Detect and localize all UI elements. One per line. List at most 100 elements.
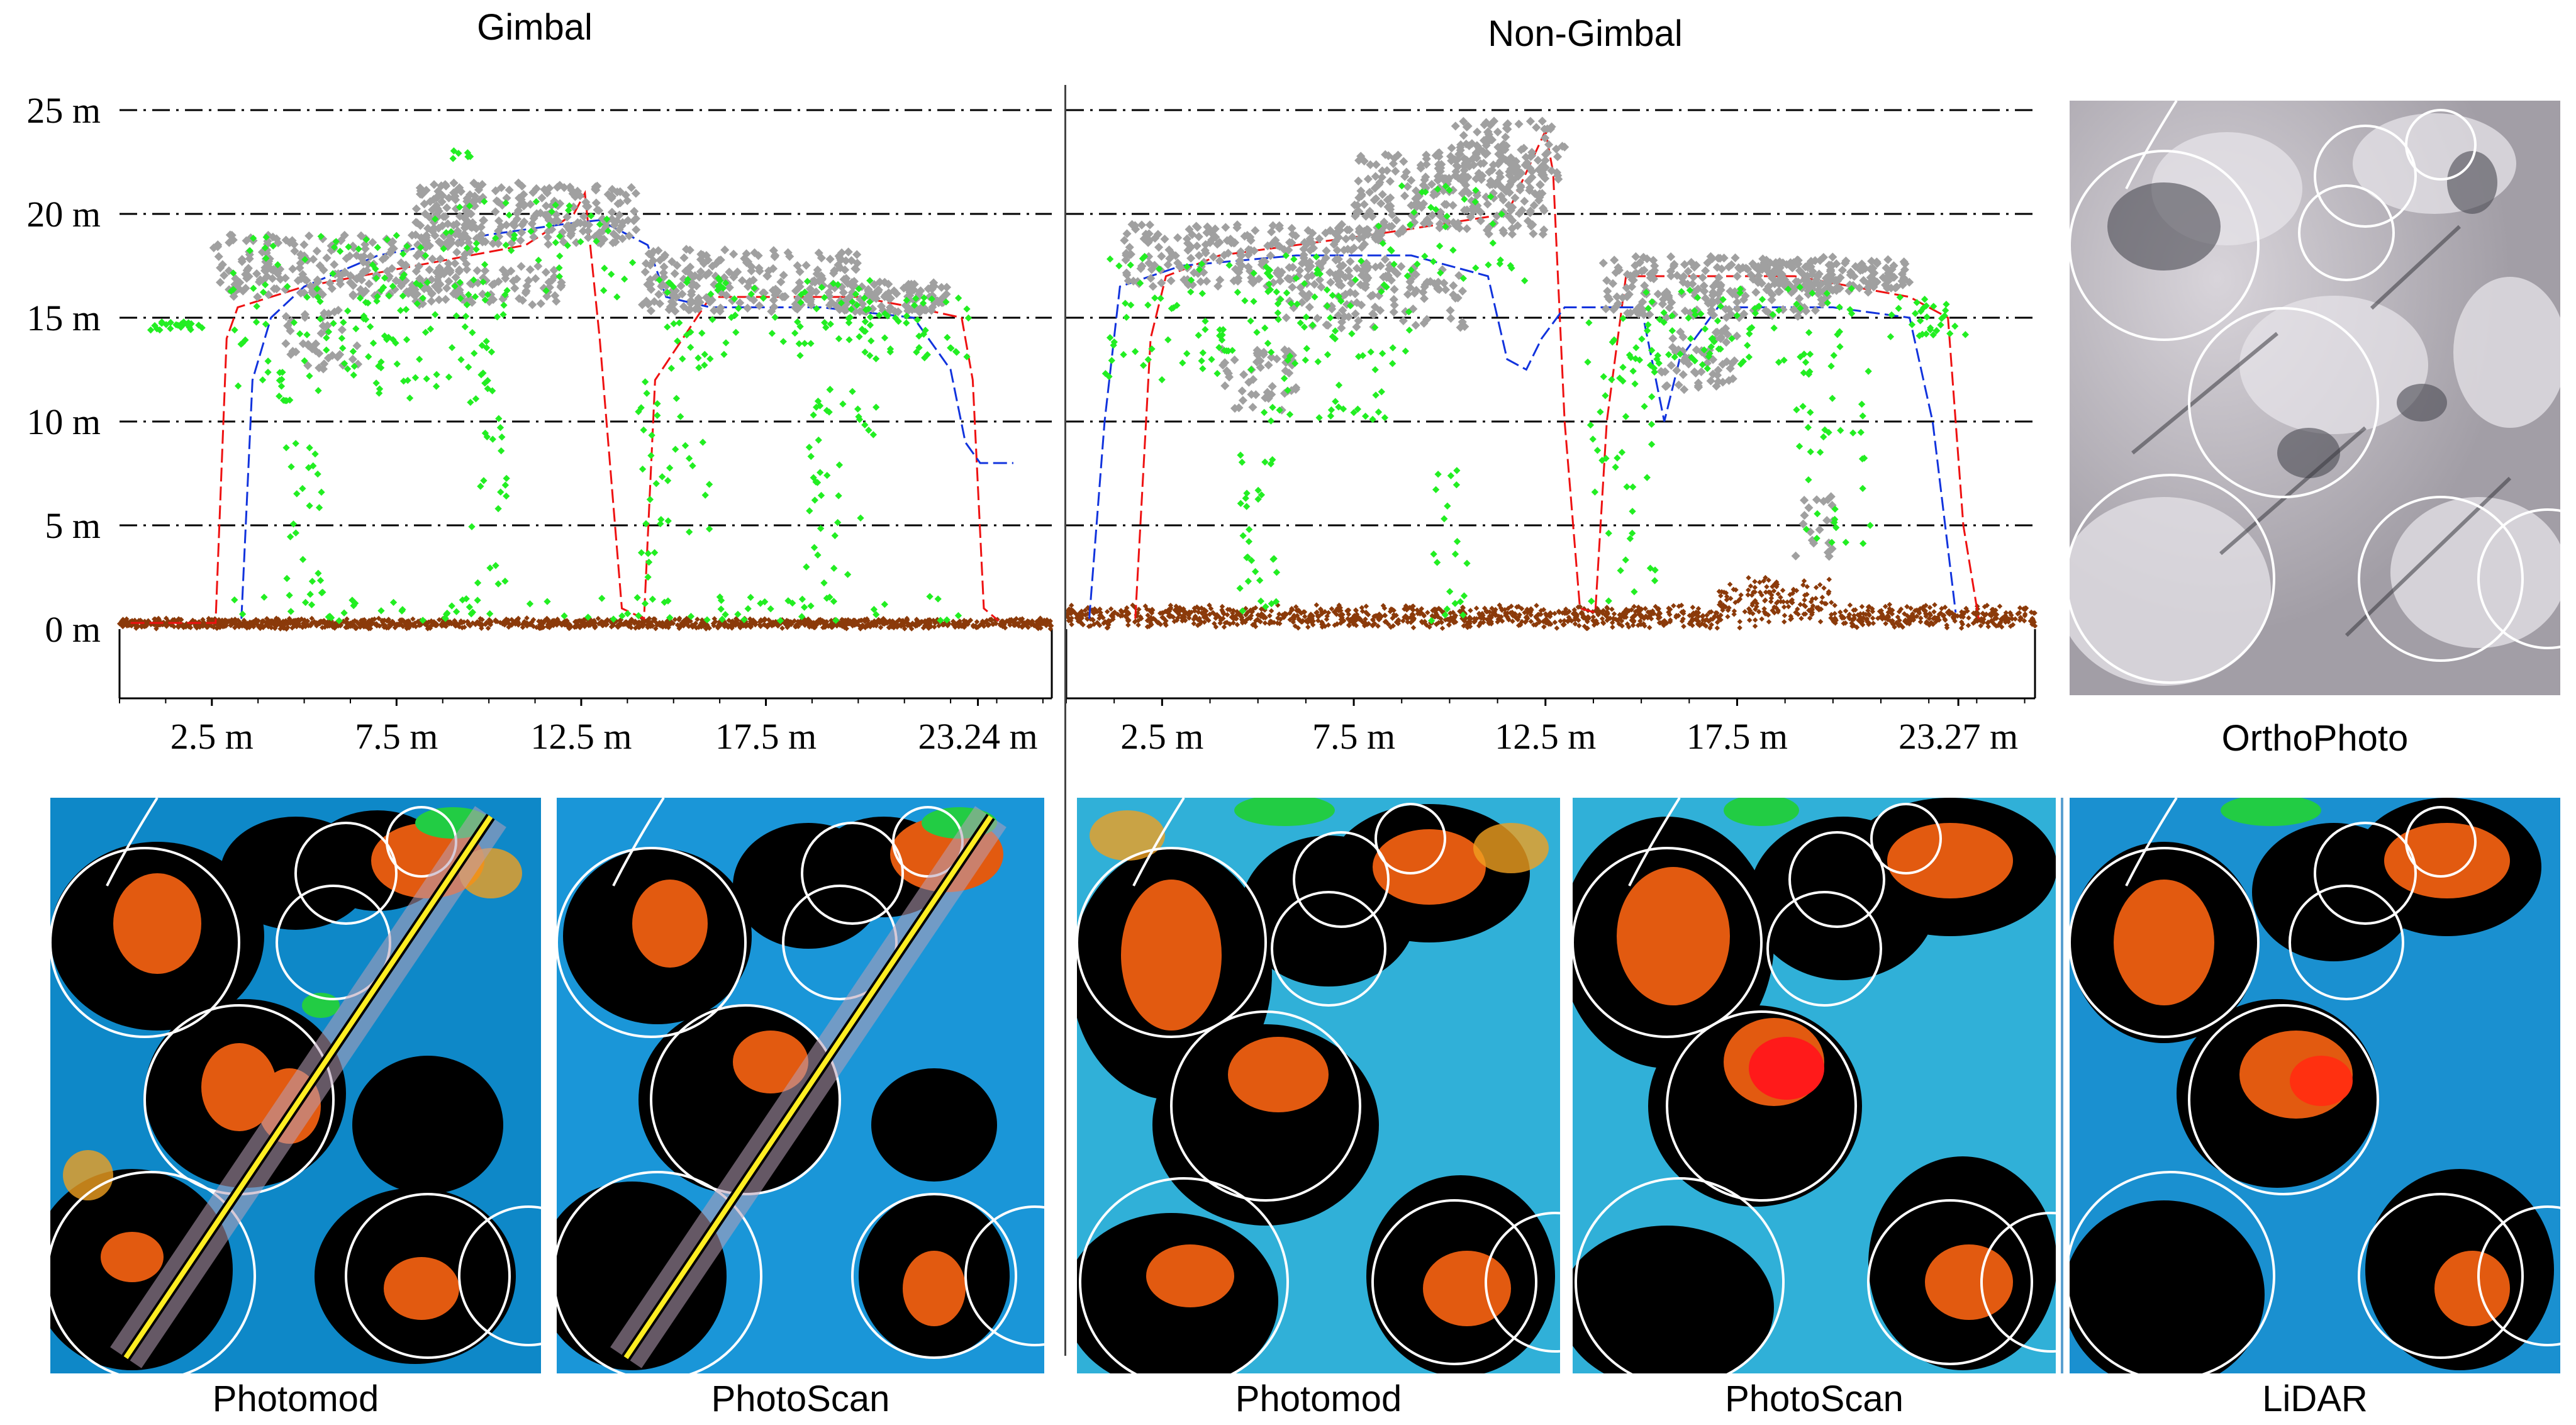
ground-point [1761, 606, 1767, 612]
ground-point [762, 616, 767, 622]
green-point [694, 354, 702, 362]
green-point [866, 313, 874, 321]
group-divider [1064, 85, 1066, 1356]
green-point [423, 375, 430, 383]
green-point [810, 544, 818, 551]
gray-point [516, 262, 526, 271]
green-point [377, 607, 385, 615]
ground-point [1781, 619, 1787, 625]
green-point [283, 574, 291, 583]
ground-point [1104, 609, 1110, 615]
ground-point [291, 623, 298, 629]
ground-point [812, 625, 818, 630]
green-point [744, 605, 752, 613]
green-point [807, 602, 815, 610]
ground-point [575, 618, 581, 624]
green-point [452, 608, 460, 615]
green-point [338, 335, 346, 342]
ground-point [733, 616, 739, 622]
ground-point [1000, 618, 1006, 624]
ground-point [497, 620, 503, 625]
green-point [963, 305, 971, 313]
green-point [732, 328, 740, 336]
gray-point [1194, 232, 1203, 242]
green-point [830, 564, 838, 572]
green-point [648, 432, 655, 439]
gray-point [1221, 223, 1230, 232]
gray-point [1520, 196, 1529, 206]
ground-point [1268, 608, 1274, 614]
ground-point [1219, 603, 1225, 610]
ground-point [1468, 608, 1473, 613]
gray-point [1529, 229, 1538, 238]
ground-point [653, 625, 659, 632]
ground-point [699, 617, 705, 623]
ground-point [1737, 618, 1743, 625]
gray-point [1267, 227, 1276, 237]
ground-point [807, 622, 813, 629]
ground-point [886, 624, 893, 630]
green-point [861, 421, 869, 429]
ground-point [953, 621, 959, 627]
ground-point [636, 624, 642, 630]
ground-point [520, 624, 526, 630]
ground-point [758, 617, 764, 623]
green-point [231, 596, 238, 604]
ground-point [177, 622, 184, 629]
ground-point [588, 621, 594, 627]
ground-point [1646, 625, 1653, 630]
green-point [469, 329, 476, 337]
green-point [835, 492, 842, 500]
ground-point [1965, 622, 1971, 629]
green-point [314, 470, 321, 478]
gray-point [754, 301, 764, 310]
green-point [817, 491, 825, 500]
green-point [340, 609, 348, 617]
ground-point [319, 618, 325, 624]
gray-point [640, 267, 650, 277]
green-point [944, 333, 951, 342]
ground-point [309, 615, 315, 622]
ground-point [348, 623, 354, 629]
ground-point [842, 622, 849, 627]
ground-point [1221, 624, 1227, 630]
ground-point [1985, 623, 1992, 630]
ground-point [847, 618, 853, 624]
ground-point [932, 624, 937, 630]
green-point [791, 329, 799, 337]
ground-point [539, 625, 545, 631]
green-point [881, 334, 889, 342]
green-point [494, 505, 502, 513]
ground-point [323, 620, 328, 626]
gray-point [544, 240, 553, 249]
green-point [323, 334, 330, 342]
green-point [801, 340, 808, 347]
gray-point [825, 254, 835, 264]
ground-point [1554, 625, 1560, 631]
ground-point [327, 620, 333, 625]
green-point [471, 349, 478, 357]
green-point [872, 355, 880, 362]
gray-point [516, 236, 525, 245]
green-point [652, 479, 660, 488]
green-point [798, 595, 806, 603]
green-point [264, 368, 272, 376]
green-point [497, 488, 505, 496]
gray-point [1145, 220, 1155, 230]
red-profile-line [1134, 128, 1980, 619]
ground-point [936, 623, 942, 629]
green-point [954, 612, 962, 620]
ground-point [1766, 619, 1772, 625]
green-point [501, 578, 509, 585]
ground-point [573, 624, 579, 630]
ground-point [940, 622, 945, 628]
ground-point [650, 616, 657, 622]
ground-point [1752, 623, 1758, 629]
ground-point [453, 620, 459, 625]
green-point [807, 340, 815, 347]
green-point [306, 590, 314, 598]
gray-point [1382, 166, 1391, 176]
gray-point [578, 226, 588, 236]
green-point [699, 439, 706, 446]
green-point [480, 477, 488, 484]
